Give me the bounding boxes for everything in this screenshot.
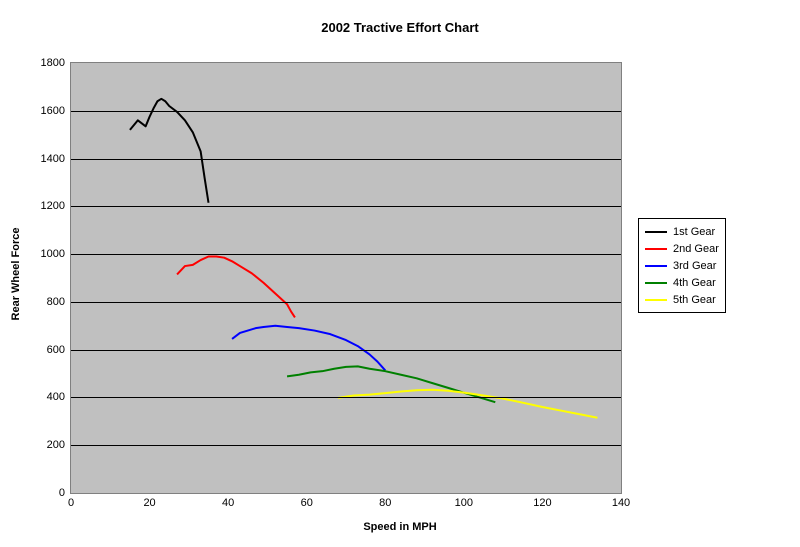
- legend-label: 3rd Gear: [673, 260, 716, 272]
- legend-swatch: [645, 248, 667, 250]
- chart-container: 2002 Tractive Effort Chart Rear Wheel Fo…: [0, 0, 800, 547]
- y-gridline: [71, 445, 621, 446]
- y-tick-label: 1000: [41, 248, 71, 260]
- x-tick-label: 40: [222, 493, 234, 509]
- legend-item: 3rd Gear: [645, 257, 719, 274]
- y-tick-label: 1400: [41, 153, 71, 165]
- legend-item: 5th Gear: [645, 291, 719, 308]
- series-line: [232, 326, 385, 371]
- series-line: [177, 257, 295, 318]
- x-tick-label: 0: [68, 493, 74, 509]
- series-svg: [71, 63, 621, 493]
- y-gridline: [71, 302, 621, 303]
- y-tick-label: 600: [47, 344, 71, 356]
- y-gridline: [71, 397, 621, 398]
- x-tick-label: 120: [533, 493, 551, 509]
- x-axis-label: Speed in MPH: [0, 521, 800, 533]
- series-line: [130, 99, 209, 203]
- y-tick-label: 1200: [41, 200, 71, 212]
- y-tick-label: 400: [47, 391, 71, 403]
- y-tick-label: 800: [47, 296, 71, 308]
- y-tick-label: 1600: [41, 105, 71, 117]
- y-gridline: [71, 206, 621, 207]
- legend-item: 4th Gear: [645, 274, 719, 291]
- legend-swatch: [645, 299, 667, 301]
- y-axis-label: Rear Wheel Force: [10, 227, 22, 320]
- legend-label: 1st Gear: [673, 226, 715, 238]
- plot-area: 0200400600800100012001400160018000204060…: [70, 62, 622, 494]
- y-gridline: [71, 159, 621, 160]
- x-tick-label: 60: [301, 493, 313, 509]
- y-tick-label: 200: [47, 439, 71, 451]
- legend-label: 4th Gear: [673, 277, 716, 289]
- x-tick-label: 140: [612, 493, 630, 509]
- legend-label: 5th Gear: [673, 294, 716, 306]
- legend-item: 2nd Gear: [645, 240, 719, 257]
- y-gridline: [71, 350, 621, 351]
- legend-swatch: [645, 282, 667, 284]
- legend-item: 1st Gear: [645, 223, 719, 240]
- chart-title: 2002 Tractive Effort Chart: [0, 20, 800, 35]
- x-tick-label: 80: [379, 493, 391, 509]
- legend-swatch: [645, 265, 667, 267]
- legend-label: 2nd Gear: [673, 243, 719, 255]
- legend: 1st Gear 2nd Gear 3rd Gear 4th Gear 5th Gear: [638, 218, 726, 313]
- x-tick-label: 100: [455, 493, 473, 509]
- x-tick-label: 20: [143, 493, 155, 509]
- y-tick-label: 1800: [41, 57, 71, 69]
- y-gridline: [71, 111, 621, 112]
- series-line: [338, 390, 597, 418]
- legend-swatch: [645, 231, 667, 233]
- y-gridline: [71, 254, 621, 255]
